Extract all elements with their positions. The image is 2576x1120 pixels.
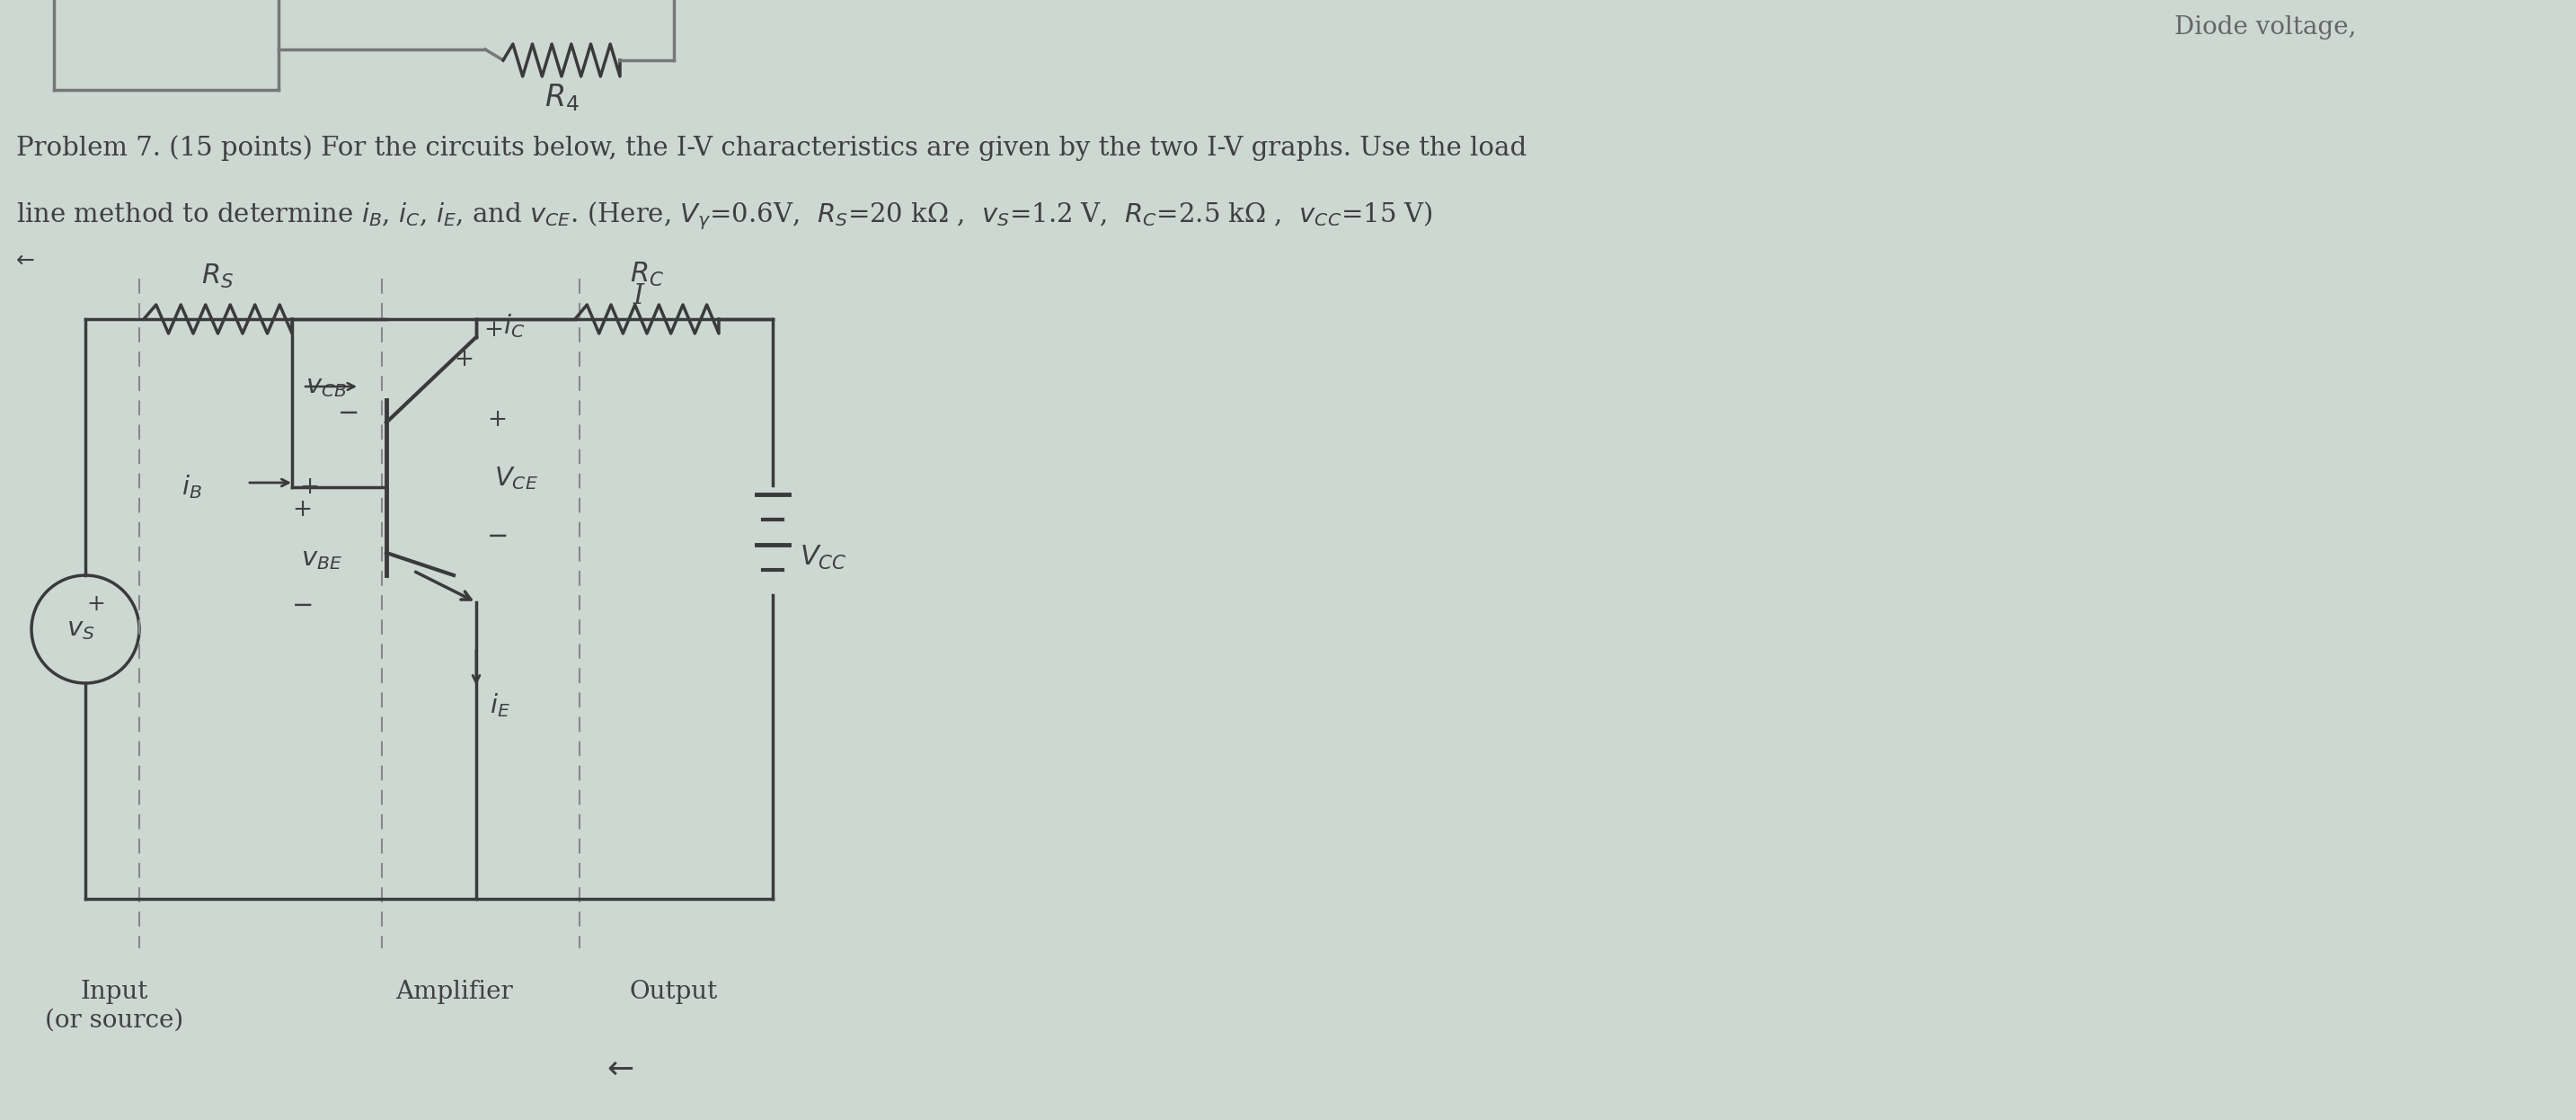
Text: Problem 7. (15 points) For the circuits below, the I-V characteristics are given: Problem 7. (15 points) For the circuits … [15, 136, 1528, 161]
Text: I: I [634, 282, 644, 310]
Text: +: + [88, 594, 106, 615]
Text: +: + [484, 319, 502, 342]
Text: ←: ← [15, 250, 36, 271]
Text: $v_{CB}$: $v_{CB}$ [307, 374, 348, 399]
Text: $i_C$: $i_C$ [502, 312, 526, 340]
Text: Output: Output [629, 980, 719, 1004]
Text: line method to determine $i_B$, $i_C$, $i_E$, and $v_{CE}$. (Here, $V_{\gamma}$=: line method to determine $i_B$, $i_C$, $… [15, 199, 1432, 232]
Text: −: − [291, 594, 314, 618]
Text: $R_S$: $R_S$ [201, 262, 234, 290]
Text: $v_{BE}$: $v_{BE}$ [301, 547, 343, 571]
Text: ←: ← [605, 1054, 634, 1085]
Text: +: + [299, 476, 319, 498]
Text: +: + [487, 408, 507, 431]
Text: Amplifier: Amplifier [394, 980, 513, 1004]
Text: −: − [487, 524, 510, 549]
Text: Diode voltage,: Diode voltage, [2174, 15, 2357, 39]
Text: −: − [337, 401, 361, 426]
Text: $v_S$: $v_S$ [67, 617, 95, 642]
Text: $i_E$: $i_E$ [489, 692, 510, 719]
Text: $V_{CE}$: $V_{CE}$ [495, 465, 538, 492]
Text: +: + [453, 348, 474, 371]
Text: $i_B$: $i_B$ [183, 474, 201, 501]
Text: $V_{CC}$: $V_{CC}$ [799, 543, 848, 571]
Text: Input
(or source): Input (or source) [46, 980, 183, 1033]
Text: $R_4$: $R_4$ [544, 83, 580, 113]
Text: +: + [291, 498, 312, 521]
Text: $R_C$: $R_C$ [629, 260, 665, 288]
